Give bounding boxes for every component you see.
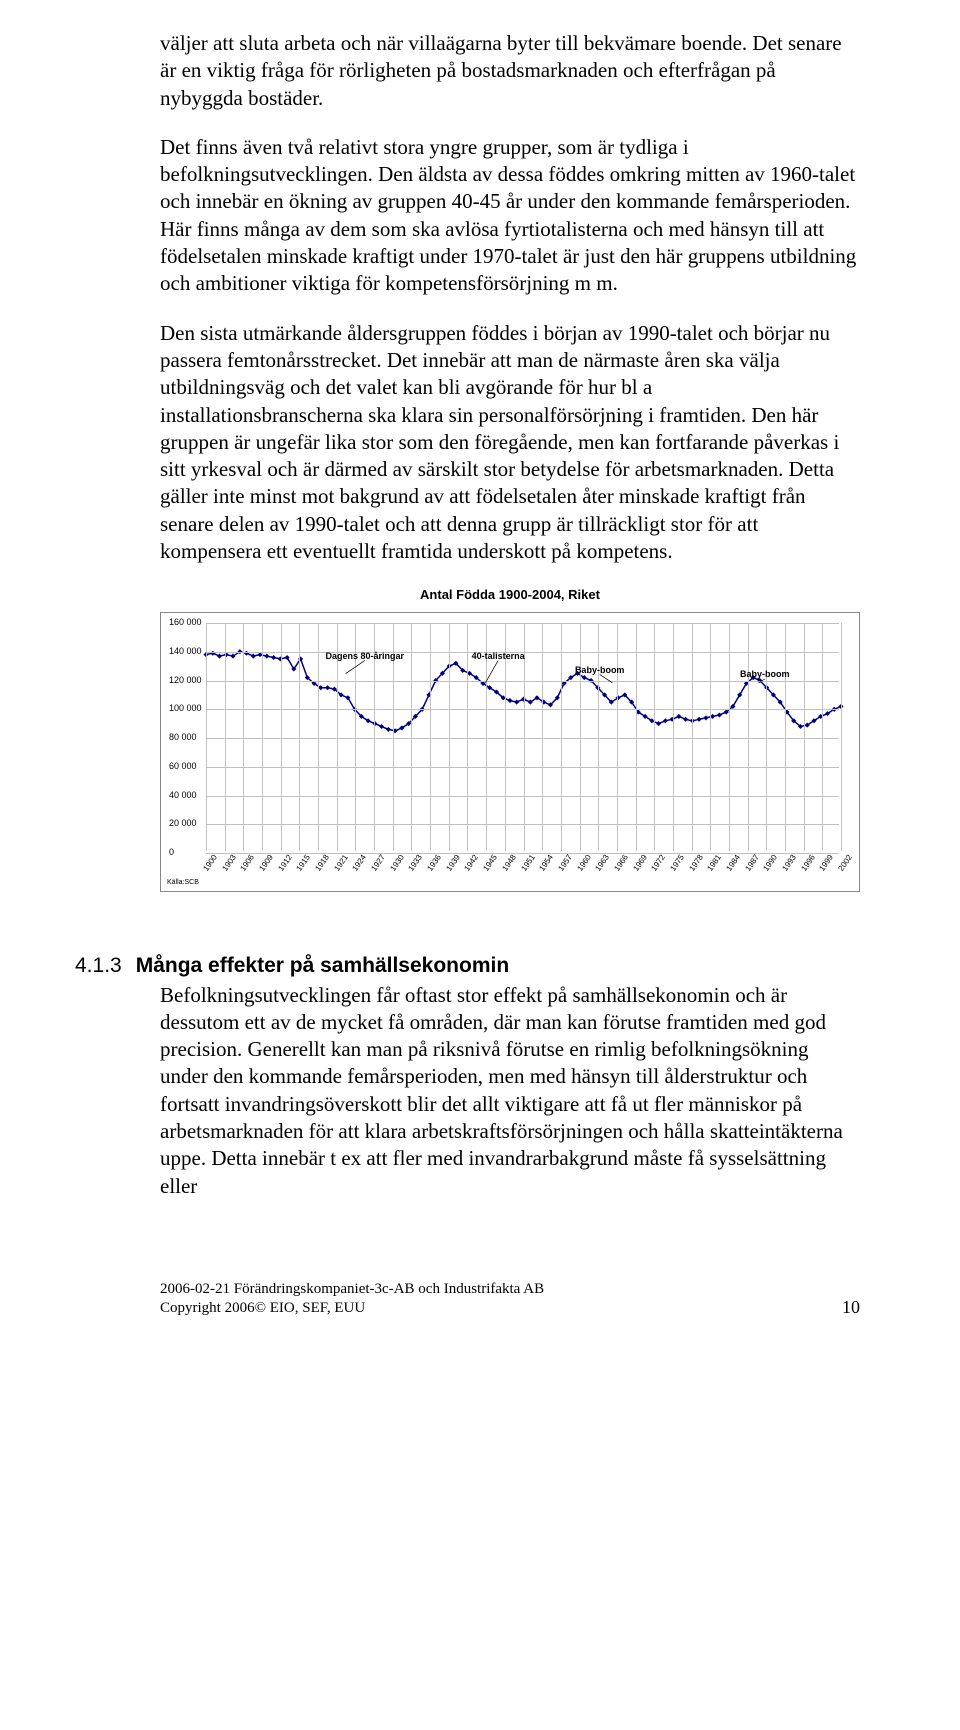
x-tick-label: 1921 xyxy=(332,853,351,874)
x-tick-label: 1903 xyxy=(220,853,239,874)
section-body: Befolkningsutvecklingen får oftast stor … xyxy=(160,982,860,1200)
x-tick-label: 1900 xyxy=(201,853,220,874)
paragraph-2: Det finns även två relativt stora yngre … xyxy=(160,134,860,298)
y-tick-label: 160 000 xyxy=(169,617,202,629)
section-heading: Många effekter på samhällsekonomin xyxy=(136,952,509,979)
y-tick-label: 0 xyxy=(169,847,174,859)
x-tick-label: 1993 xyxy=(780,853,799,874)
y-tick-label: 20 000 xyxy=(169,819,197,831)
x-tick-label: 1924 xyxy=(351,853,370,874)
x-tick-label: 1960 xyxy=(575,853,594,874)
x-tick-label: 1966 xyxy=(612,853,631,874)
x-tick-label: 1972 xyxy=(650,853,669,874)
chart-source: Källa:SCB xyxy=(167,878,199,887)
x-tick-label: 1933 xyxy=(407,853,426,874)
x-tick-label: 1906 xyxy=(239,853,258,874)
section-number: 4.1.3 xyxy=(75,952,122,979)
page-footer: 2006-02-21 Förändringskompaniet-3c-AB oc… xyxy=(160,1280,860,1319)
y-tick-label: 80 000 xyxy=(169,732,197,744)
x-tick-label: 1975 xyxy=(668,853,687,874)
y-tick-label: 120 000 xyxy=(169,675,202,687)
x-tick-label: 1942 xyxy=(463,853,482,874)
x-tick-label: 1912 xyxy=(276,853,295,874)
x-tick-label: 1915 xyxy=(295,853,314,874)
chart-annotation: 40-talisterna xyxy=(472,651,525,663)
footer-line-2: Copyright 2006© EIO, SEF, EUU xyxy=(160,1299,544,1319)
x-tick-label: 1927 xyxy=(369,853,388,874)
x-tick-label: 1939 xyxy=(444,853,463,874)
x-tick-label: 1990 xyxy=(762,853,781,874)
x-tick-label: 1954 xyxy=(538,853,557,874)
y-tick-label: 40 000 xyxy=(169,790,197,802)
footer-line-1: 2006-02-21 Förändringskompaniet-3c-AB oc… xyxy=(160,1280,544,1300)
x-tick-label: 1963 xyxy=(594,853,613,874)
x-tick-label: 1936 xyxy=(426,853,445,874)
x-tick-label: 1987 xyxy=(743,853,762,874)
chart-annotation: Dagens 80-åringar xyxy=(325,651,404,663)
y-tick-label: 100 000 xyxy=(169,704,202,716)
x-tick-label: 2002 xyxy=(836,853,855,874)
paragraph-3: Den sista utmärkande åldersgruppen födde… xyxy=(160,320,860,566)
y-tick-label: 140 000 xyxy=(169,646,202,658)
x-tick-label: 1945 xyxy=(482,853,501,874)
paragraph-1: väljer att sluta arbeta och när villaäga… xyxy=(160,30,860,112)
x-tick-label: 1981 xyxy=(706,853,725,874)
y-tick-label: 60 000 xyxy=(169,761,197,773)
x-tick-label: 1951 xyxy=(519,853,538,874)
x-tick-label: 1918 xyxy=(313,853,332,874)
chart-annotation: Baby-boom xyxy=(740,669,790,681)
x-tick-label: 1948 xyxy=(500,853,519,874)
page-number: 10 xyxy=(842,1296,860,1319)
chart-annotation: Baby-boom xyxy=(575,665,625,677)
x-tick-label: 1957 xyxy=(556,853,575,874)
x-tick-label: 1996 xyxy=(799,853,818,874)
x-tick-label: 1909 xyxy=(257,853,276,874)
chart-title: Antal Födda 1900-2004, Riket xyxy=(160,587,860,604)
births-chart: Källa:SCB 0 20 000 40 000 60 000 80 000 100 0… xyxy=(160,612,860,892)
x-tick-label: 1999 xyxy=(818,853,837,874)
x-tick-label: 1969 xyxy=(631,853,650,874)
x-tick-label: 1978 xyxy=(687,853,706,874)
x-tick-label: 1930 xyxy=(388,853,407,874)
x-tick-label: 1984 xyxy=(724,853,743,874)
